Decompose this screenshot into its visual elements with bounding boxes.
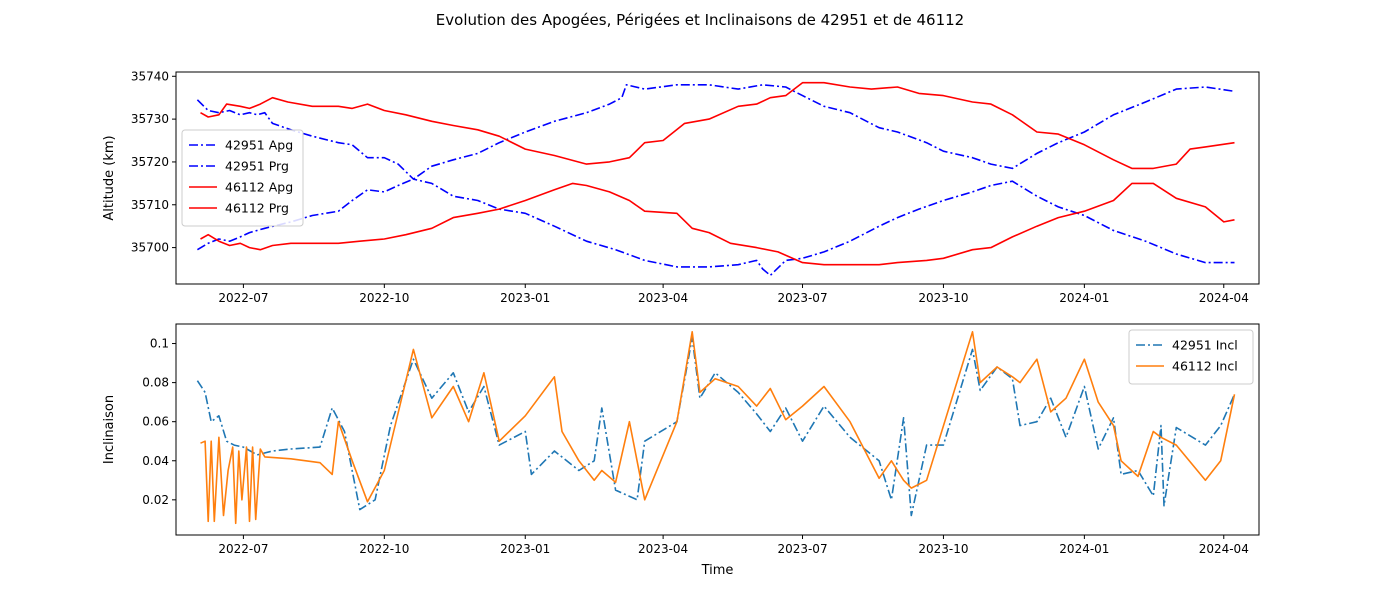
x-tick-label: 2023-04 <box>638 291 688 305</box>
legend-label: 42951 Prg <box>225 159 289 174</box>
series-line-42951-apg <box>196 99 1235 277</box>
x-tick-label: 2024-01 <box>1059 542 1109 556</box>
x-tick-label: 2023-10 <box>918 542 968 556</box>
x-tick-label: 2023-07 <box>777 291 827 305</box>
legend: 42951 Apg 42951 Prg 46112 Apg 46112 Prg <box>181 129 304 227</box>
series-line-42951-prg <box>196 84 1235 251</box>
x-tick-label: 2023-07 <box>777 542 827 556</box>
x-axis-label: Time <box>701 563 734 578</box>
altitude-axes: 2022-07 2022-10 2023-01 2023-04 2023-07 2023-… <box>102 69 1260 305</box>
y-tick-label: 0.02 <box>142 493 169 507</box>
series-line-46112-incl <box>200 330 1236 525</box>
inclination-axes: 2022-07 2022-10 2023-01 2023-04 2023-07 2023-… <box>102 323 1260 578</box>
x-tick-label: 2023-04 <box>638 542 688 556</box>
x-tick-label: 2023-10 <box>918 291 968 305</box>
legend-label: 42951 Apg <box>225 138 293 153</box>
legend-label: 46112 Apg <box>225 180 293 195</box>
legend-label: 42951 Incl <box>1172 338 1238 353</box>
x-tick-label: 2022-10 <box>359 291 409 305</box>
y-axis-label: Altitude (km) <box>102 135 117 220</box>
y-axis-label: Inclinaison <box>102 395 117 464</box>
y-tick-label: 35710 <box>131 198 169 212</box>
x-tick-label: 2022-07 <box>218 291 268 305</box>
y-tick-label: 35700 <box>131 241 169 255</box>
y-tick-label: 0.1 <box>150 337 169 351</box>
x-tick-label: 2024-04 <box>1199 542 1249 556</box>
legend-label: 46112 Prg <box>225 201 289 216</box>
x-tick-label: 2024-01 <box>1059 291 1109 305</box>
figure-title: Evolution des Apogées, Périgées et Incli… <box>436 11 964 29</box>
y-tick-label: 35740 <box>131 69 169 83</box>
legend-label: 46112 Incl <box>1172 359 1238 374</box>
axes-frame <box>175 71 1260 285</box>
y-tick-label: 35720 <box>131 155 169 169</box>
y-tick-label: 0.04 <box>142 454 169 468</box>
y-tick-label: 0.08 <box>142 376 169 390</box>
x-tick-label: 2022-07 <box>218 542 268 556</box>
legend: 42951 Incl 46112 Incl <box>1128 329 1254 385</box>
x-tick-label: 2023-01 <box>500 291 550 305</box>
legend-box <box>1128 329 1254 385</box>
series-line-46112-prg <box>200 182 1235 266</box>
legend-box <box>181 129 304 227</box>
x-tick-label: 2024-04 <box>1199 291 1249 305</box>
series-line-46112-apg <box>200 81 1235 170</box>
series-line-42951-incl <box>196 336 1236 517</box>
y-tick-label: 35730 <box>131 112 169 126</box>
y-tick-label: 0.06 <box>142 415 169 429</box>
axes-frame <box>175 323 1260 536</box>
x-tick-label: 2022-10 <box>359 542 409 556</box>
x-tick-label: 2023-01 <box>500 542 550 556</box>
